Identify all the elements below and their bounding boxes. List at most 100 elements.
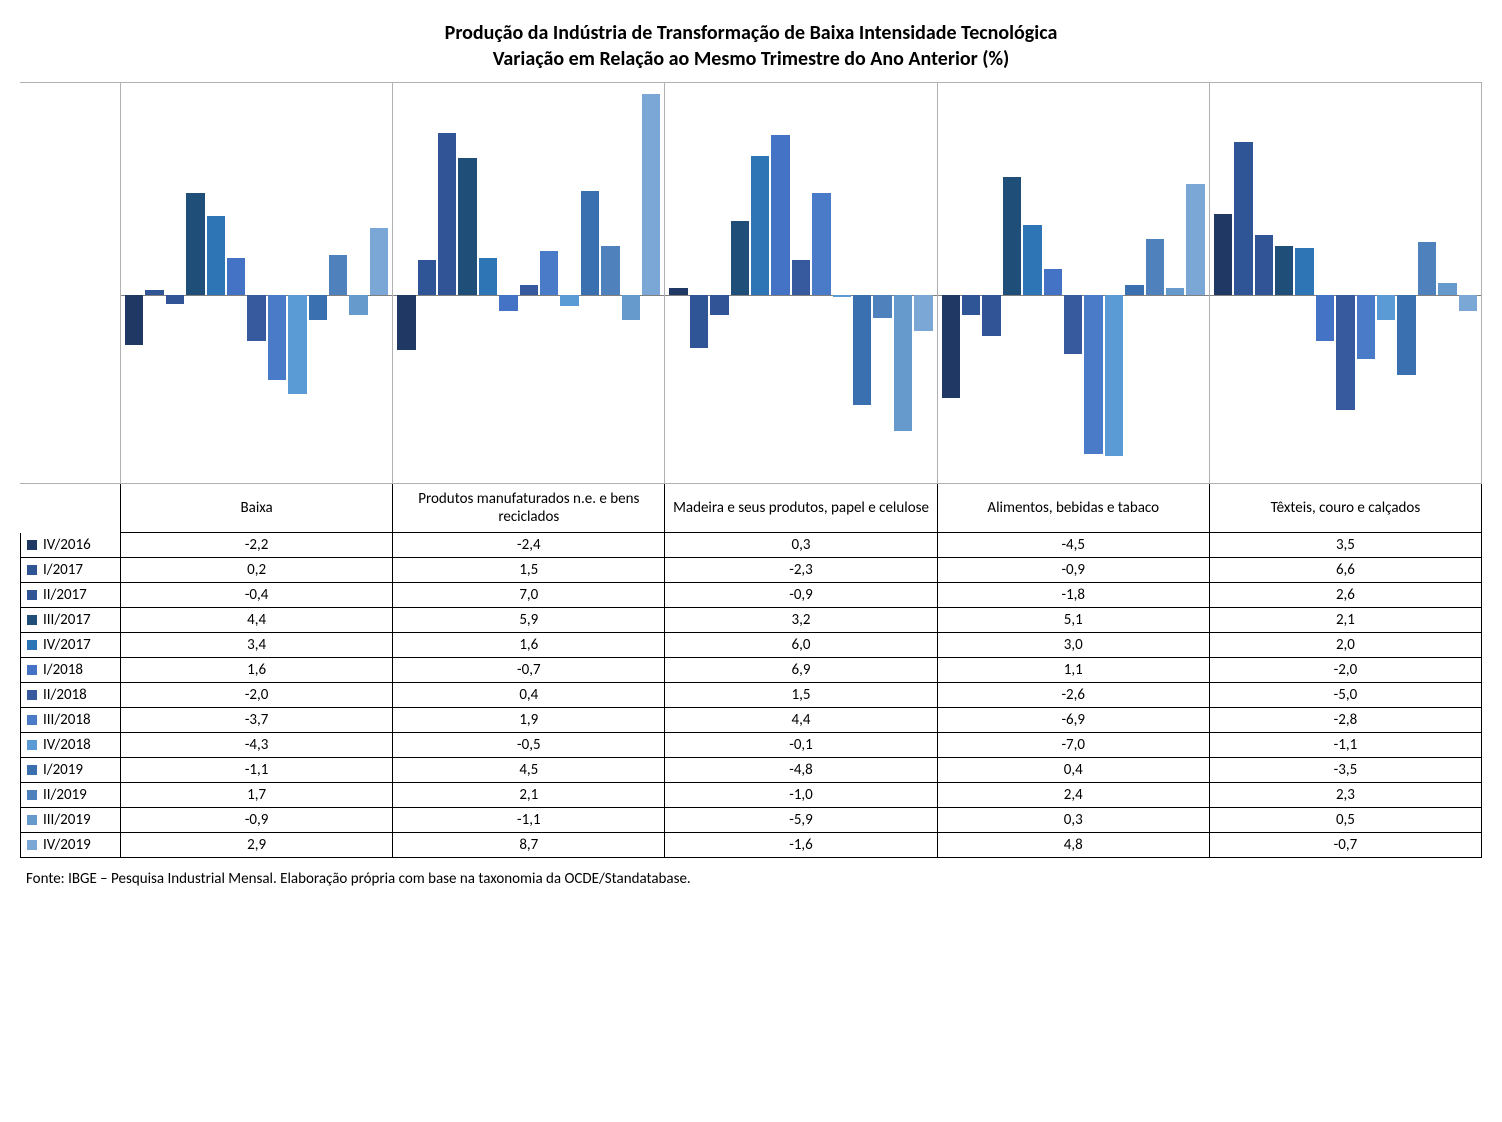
value-cell: -0,5: [392, 733, 664, 757]
period-cell: I/2018: [20, 658, 120, 682]
bar-slot: [207, 87, 225, 479]
bar-slot: [1105, 87, 1123, 479]
period-label: II/2018: [43, 686, 87, 704]
bar-slot: [370, 87, 388, 479]
category-header: Alimentos, bebidas e tabaco: [938, 484, 1210, 533]
value-cell: 0,3: [937, 808, 1209, 832]
table-row: III/20174,45,93,25,12,1: [20, 608, 1482, 633]
value-cell: -2,8: [1209, 708, 1482, 732]
period-cell: IV/2018: [20, 733, 120, 757]
bar-slot: [1438, 87, 1456, 479]
bar-slot: [642, 87, 660, 479]
bar: [166, 295, 184, 304]
plot-panel: [1209, 83, 1482, 483]
bar-slot: [669, 87, 687, 479]
table-row: II/2018-2,00,41,5-2,6-5,0: [20, 683, 1482, 708]
bar-slot: [982, 87, 1000, 479]
bar: [1214, 214, 1232, 295]
header-spacer: [20, 484, 120, 533]
period-cell: I/2017: [20, 558, 120, 582]
bar-slot: [812, 87, 830, 479]
bar-slot: [751, 87, 769, 479]
plot-panel: [120, 83, 392, 483]
bar-slot: [1125, 87, 1143, 479]
bar-slot: [247, 87, 265, 479]
value-cell: 1,1: [937, 658, 1209, 682]
bar-slot: [1064, 87, 1082, 479]
plot-panel: [937, 83, 1209, 483]
bar: [1105, 295, 1123, 456]
table-row: II/2017-0,47,0-0,9-1,82,6: [20, 583, 1482, 608]
bar: [1003, 177, 1021, 295]
bar-slot: [1459, 87, 1477, 479]
value-cell: 0,2: [120, 558, 392, 582]
value-cell: 4,4: [664, 708, 936, 732]
value-cell: -3,5: [1209, 758, 1482, 782]
bars-area: [669, 87, 932, 479]
bar: [1234, 142, 1252, 294]
bar: [833, 295, 851, 297]
bar-slot: [1003, 87, 1021, 479]
period-label: IV/2017: [43, 636, 91, 654]
bar: [942, 295, 960, 399]
bar: [145, 290, 163, 295]
value-cell: -2,3: [664, 558, 936, 582]
value-cell: 4,8: [937, 833, 1209, 857]
value-cell: -1,8: [937, 583, 1209, 607]
bar: [418, 260, 436, 295]
bar: [540, 251, 558, 295]
bar-slot: [479, 87, 497, 479]
bar: [853, 295, 871, 406]
bar: [1377, 295, 1395, 320]
bar-slot: [1214, 87, 1232, 479]
legend-swatch: [27, 665, 37, 675]
period-label: III/2019: [43, 811, 91, 829]
value-cell: 6,0: [664, 633, 936, 657]
bar: [669, 288, 687, 295]
value-cell: -6,9: [937, 708, 1209, 732]
table-row: II/20191,72,1-1,02,42,3: [20, 783, 1482, 808]
bar: [288, 295, 306, 394]
value-cell: 5,1: [937, 608, 1209, 632]
bar-slot: [771, 87, 789, 479]
period-label: IV/2019: [43, 836, 91, 854]
value-cell: -1,1: [1209, 733, 1482, 757]
bar-slot: [1357, 87, 1375, 479]
legend-swatch: [27, 790, 37, 800]
value-cell: -0,7: [1209, 833, 1482, 857]
bar-slot: [1275, 87, 1293, 479]
bar-slot: [166, 87, 184, 479]
value-cell: -4,3: [120, 733, 392, 757]
bar-slot: [1255, 87, 1273, 479]
bars-area: [397, 87, 660, 479]
period-cell: II/2018: [20, 683, 120, 707]
value-cell: 1,9: [392, 708, 664, 732]
bar: [499, 295, 517, 311]
bar: [247, 295, 265, 341]
bar-slot: [309, 87, 327, 479]
bar: [1084, 295, 1102, 454]
value-cell: 2,1: [1209, 608, 1482, 632]
legend-swatch: [27, 540, 37, 550]
chart-container: Produção da Indústria de Transformação d…: [20, 20, 1482, 888]
bar-slot: [1397, 87, 1415, 479]
value-cell: 1,7: [120, 783, 392, 807]
bar: [894, 295, 912, 431]
bar: [1275, 246, 1293, 294]
bar: [329, 255, 347, 294]
bar-slot: [125, 87, 143, 479]
value-cell: 1,6: [120, 658, 392, 682]
title-line-2: Variação em Relação ao Mesmo Trimestre d…: [20, 46, 1482, 72]
bar-slot: [1418, 87, 1436, 479]
period-label: I/2019: [43, 761, 83, 779]
value-cell: 2,4: [937, 783, 1209, 807]
bar-slot: [601, 87, 619, 479]
value-cell: 6,9: [664, 658, 936, 682]
bar: [690, 295, 708, 348]
value-cell: 2,3: [1209, 783, 1482, 807]
value-cell: -1,1: [120, 758, 392, 782]
legend-swatch: [27, 765, 37, 775]
plot-panel: [392, 83, 664, 483]
period-label: II/2019: [43, 786, 87, 804]
bar: [601, 246, 619, 294]
